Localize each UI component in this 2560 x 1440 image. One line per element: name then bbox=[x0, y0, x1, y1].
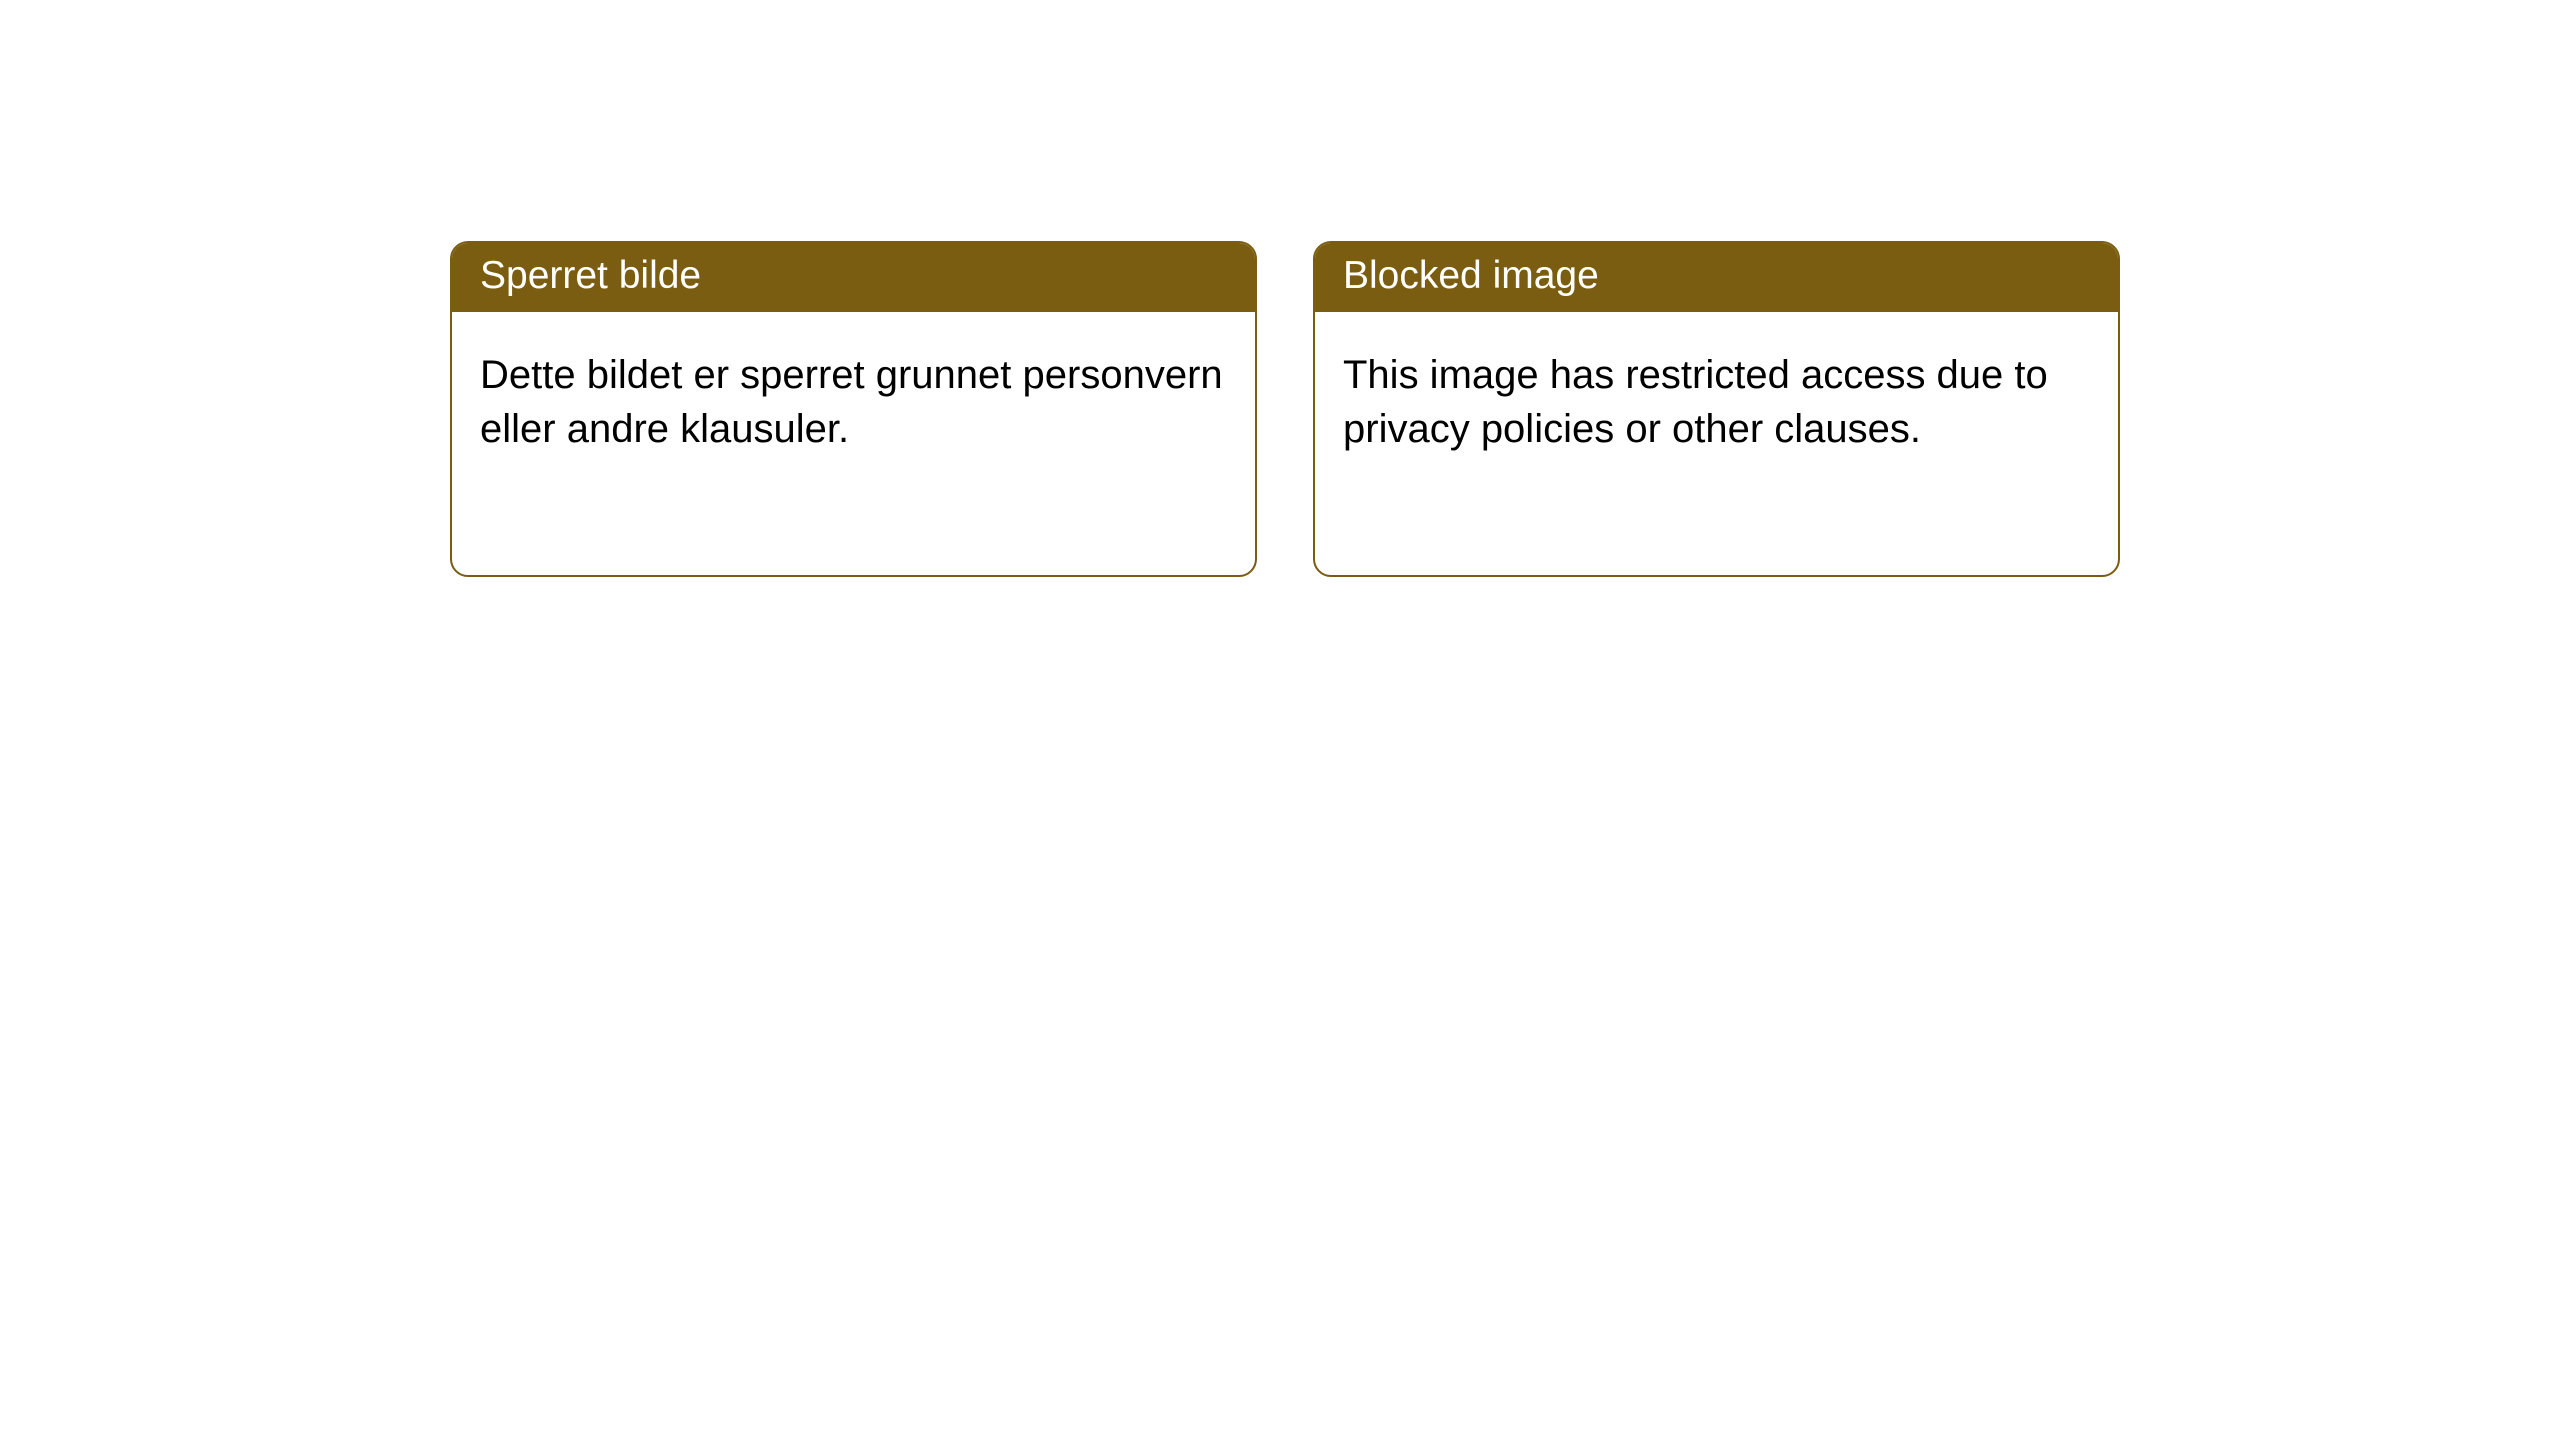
notice-body-text: This image has restricted access due to … bbox=[1343, 353, 2048, 451]
notice-header-text: Sperret bilde bbox=[480, 254, 701, 297]
notice-header: Blocked image bbox=[1315, 243, 2118, 312]
notice-body-text: Dette bildet er sperret grunnet personve… bbox=[480, 353, 1223, 451]
notice-card-norwegian: Sperret bilde Dette bildet er sperret gr… bbox=[450, 241, 1257, 577]
notice-body: This image has restricted access due to … bbox=[1315, 312, 2118, 484]
notice-container: Sperret bilde Dette bildet er sperret gr… bbox=[0, 0, 2560, 577]
notice-header-text: Blocked image bbox=[1343, 254, 1599, 297]
notice-card-english: Blocked image This image has restricted … bbox=[1313, 241, 2120, 577]
notice-body: Dette bildet er sperret grunnet personve… bbox=[452, 312, 1255, 484]
notice-header: Sperret bilde bbox=[452, 243, 1255, 312]
